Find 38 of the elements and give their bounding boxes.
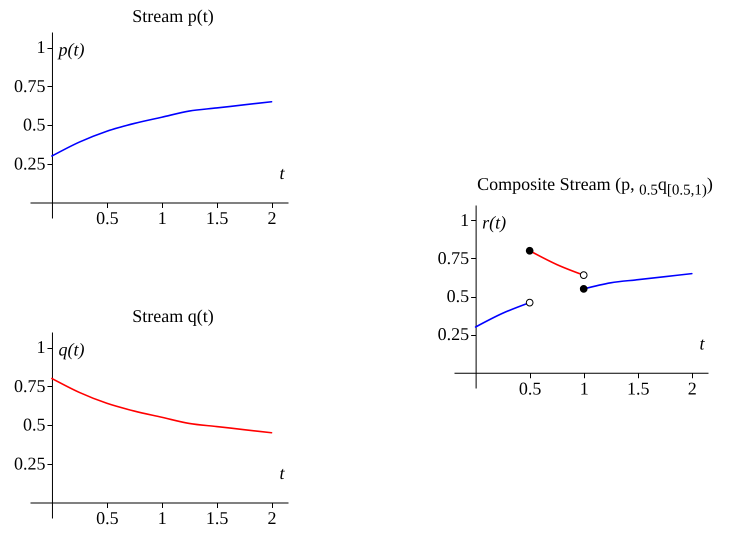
y-tick-label: 0.5 [22,114,46,134]
y-tick-label: 0.75 [14,76,46,96]
x-tick-label: 2 [268,208,277,228]
line-series [51,378,272,434]
x-tick-label: 1.5 [206,208,228,228]
y-axis-title: p(t) [56,40,84,60]
x-tick-label: 2 [688,378,697,398]
y-tick-label: 0.75 [438,247,470,268]
x-tick-label: 1 [158,508,167,528]
y-tick-label: 0.25 [438,324,470,344]
x-tick-label: 1 [158,208,167,228]
y-tick-label: 0.5 [446,286,470,306]
x-tick-label: 0.5 [96,508,119,528]
y-axis-title: q(t) [58,340,84,360]
chart-title: Composite Stream (p, $_{0.5}$q$_{[0.5,1)}$) [476,174,713,200]
chart-title: Stream p(t) [131,6,215,27]
chart-title: Stream q(t) [131,306,215,327]
y-tick-label: 1 [36,37,46,57]
y-axis-title: r(t) [482,212,506,232]
y-tick-label: 1 [36,337,46,357]
x-axis-title: t [699,332,706,353]
x-axis-title: t [279,463,286,483]
point [526,298,534,306]
x-tick-label: 1.5 [206,508,228,528]
y-tick-label: 0.5 [22,414,46,434]
y-tick-label: 0.25 [14,153,46,174]
x-tick-label: 0.5 [96,208,119,228]
point [526,246,534,254]
x-axis-title: t [279,163,286,183]
line-series [51,100,272,157]
point [580,270,588,279]
point [580,284,588,292]
x-tick-label: 2 [268,508,277,528]
y-tick-label: 0.75 [14,376,46,396]
y-tick-label: 0.25 [14,453,46,474]
x-tick-label: 1 [580,378,589,398]
x-tick-label: 1.5 [626,378,650,398]
x-tick-label: 0.5 [518,378,542,398]
